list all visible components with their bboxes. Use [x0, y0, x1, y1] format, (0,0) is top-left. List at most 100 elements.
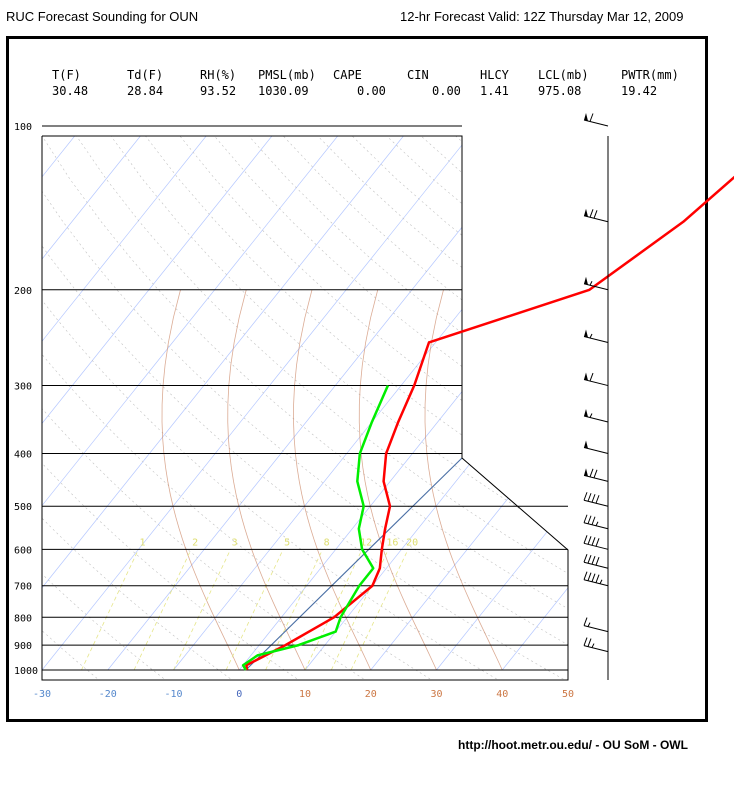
chart-title: RUC Forecast Sounding for OUN	[6, 9, 199, 24]
dry-adiabat-line	[42, 136, 168, 680]
stat-label-dewpoint: Td(F)	[127, 68, 164, 82]
wind-barb-flag	[584, 468, 588, 477]
stat-value-temperature: 30.48	[52, 84, 89, 98]
wind-barb	[583, 514, 609, 530]
wind-barb	[583, 440, 609, 455]
dry-adiabat-line	[42, 136, 368, 680]
temperature-tick-label: 50	[562, 689, 574, 700]
sounding-traces	[241, 175, 734, 671]
dry-adiabat-line	[42, 136, 102, 680]
chart-frame	[6, 36, 708, 722]
dry-adiabat-line	[42, 136, 235, 680]
dry-adiabat-line	[443, 136, 568, 680]
mixing-ratio-label: 1	[140, 537, 146, 548]
temperature-tick-label: 10	[299, 689, 311, 700]
wind-barb-full	[583, 535, 588, 544]
stat-label-cin: CIN	[407, 68, 429, 82]
stat-value-hlcy: 1.41	[480, 84, 509, 98]
wind-barb-full	[587, 555, 592, 564]
mixing-ratio-line	[81, 549, 139, 671]
isotherm-line	[567, 136, 568, 671]
temperature-tick-label: 0	[236, 689, 242, 700]
wind-barb-full	[593, 469, 598, 479]
temperature-tick-label: 40	[496, 689, 508, 700]
wind-barb-full	[587, 638, 592, 647]
background-lines	[42, 136, 568, 680]
forecast-valid-time: 12-hr Forecast Valid: 12Z Thursday Mar 1…	[400, 9, 684, 24]
wind-barb-full	[591, 516, 596, 525]
dry-adiabat-line	[137, 136, 568, 680]
wind-barb	[583, 554, 609, 569]
isotherm-line	[42, 136, 412, 671]
isotherm-line	[42, 136, 478, 671]
wind-barb-flag	[584, 408, 588, 417]
wind-barb-flag	[584, 440, 588, 449]
mixing-ratio-label: 12	[360, 537, 372, 548]
dry-adiabat-line	[205, 136, 568, 680]
dewpoint-line	[241, 385, 390, 671]
wind-barb	[583, 535, 609, 550]
wind-barb-full	[595, 557, 600, 566]
wind-barb-full	[593, 210, 598, 219]
pressure-tick-label: 300	[14, 382, 32, 393]
wind-barb-full	[589, 113, 594, 122]
wind-barb-full	[587, 493, 592, 502]
wind-barb-shaft	[583, 645, 609, 653]
dry-adiabat-line	[511, 136, 568, 680]
wind-barb-shaft	[583, 625, 609, 633]
dry-adiabat-line	[42, 136, 568, 680]
mixing-ratio-label: 16	[386, 537, 398, 548]
dry-adiabat-line	[42, 136, 302, 680]
wind-barb-full	[591, 573, 596, 582]
pressure-tick-label: 600	[14, 545, 32, 556]
wind-barb-full	[595, 495, 600, 504]
temperature-tick-label: -30	[33, 689, 51, 700]
wind-barb-half	[599, 579, 603, 584]
dry-adiabat-line	[307, 136, 568, 680]
wind-barb-half	[587, 622, 591, 627]
temperature-tick-label: 30	[430, 689, 442, 700]
plot-border	[41, 135, 569, 681]
stat-label-temperature: T(F)	[52, 68, 81, 82]
isobars	[42, 125, 568, 671]
wind-barb-half	[589, 413, 593, 418]
dry-adiabat-line	[171, 136, 568, 680]
wind-barb-full	[583, 571, 588, 580]
wind-barb	[583, 492, 609, 507]
stat-label-cape: CAPE	[333, 68, 362, 82]
dry-adiabat-line	[477, 136, 568, 680]
moist-adiabat-line	[424, 289, 503, 671]
wind-barb-half	[595, 521, 599, 526]
dry-adiabat-line	[341, 136, 568, 680]
mixing-ratio-line	[133, 549, 192, 671]
pressure-tick-label: 500	[14, 502, 32, 513]
footer-credit: http://hoot.metr.ou.edu/ - OU SoM - OWL	[458, 738, 688, 752]
wind-barb-full	[595, 574, 600, 583]
moist-adiabat-line	[227, 289, 306, 671]
wind-barb	[583, 113, 609, 127]
stat-value-cin: 0.00	[432, 84, 461, 98]
wind-barb-flag	[584, 329, 588, 338]
wind-barb-full	[583, 637, 588, 646]
wind-barb-flag	[584, 372, 588, 381]
wind-barb-full	[587, 572, 592, 581]
wind-barb-full	[591, 494, 596, 503]
dry-adiabat-line	[409, 136, 568, 680]
wind-barb-full	[583, 492, 588, 501]
wind-barb-full	[583, 617, 588, 626]
isotherm-line	[436, 136, 568, 671]
wind-barb-half	[591, 643, 595, 648]
pressure-tick-label: 1000	[14, 666, 38, 677]
pressure-tick-label: 800	[14, 613, 32, 624]
isotherm-line	[42, 136, 83, 671]
stat-label-hlcy: HLCY	[480, 68, 509, 82]
isotherm-line	[107, 136, 544, 671]
wind-barb-full	[591, 556, 596, 565]
mixing-ratio-label: 8	[324, 537, 330, 548]
stat-value-cape: 0.00	[357, 84, 386, 98]
wind-barb-full	[589, 372, 594, 382]
isotherm-line	[42, 136, 215, 671]
stat-label-rh: RH(%)	[200, 68, 237, 82]
mixing-ratio-line	[350, 549, 409, 671]
